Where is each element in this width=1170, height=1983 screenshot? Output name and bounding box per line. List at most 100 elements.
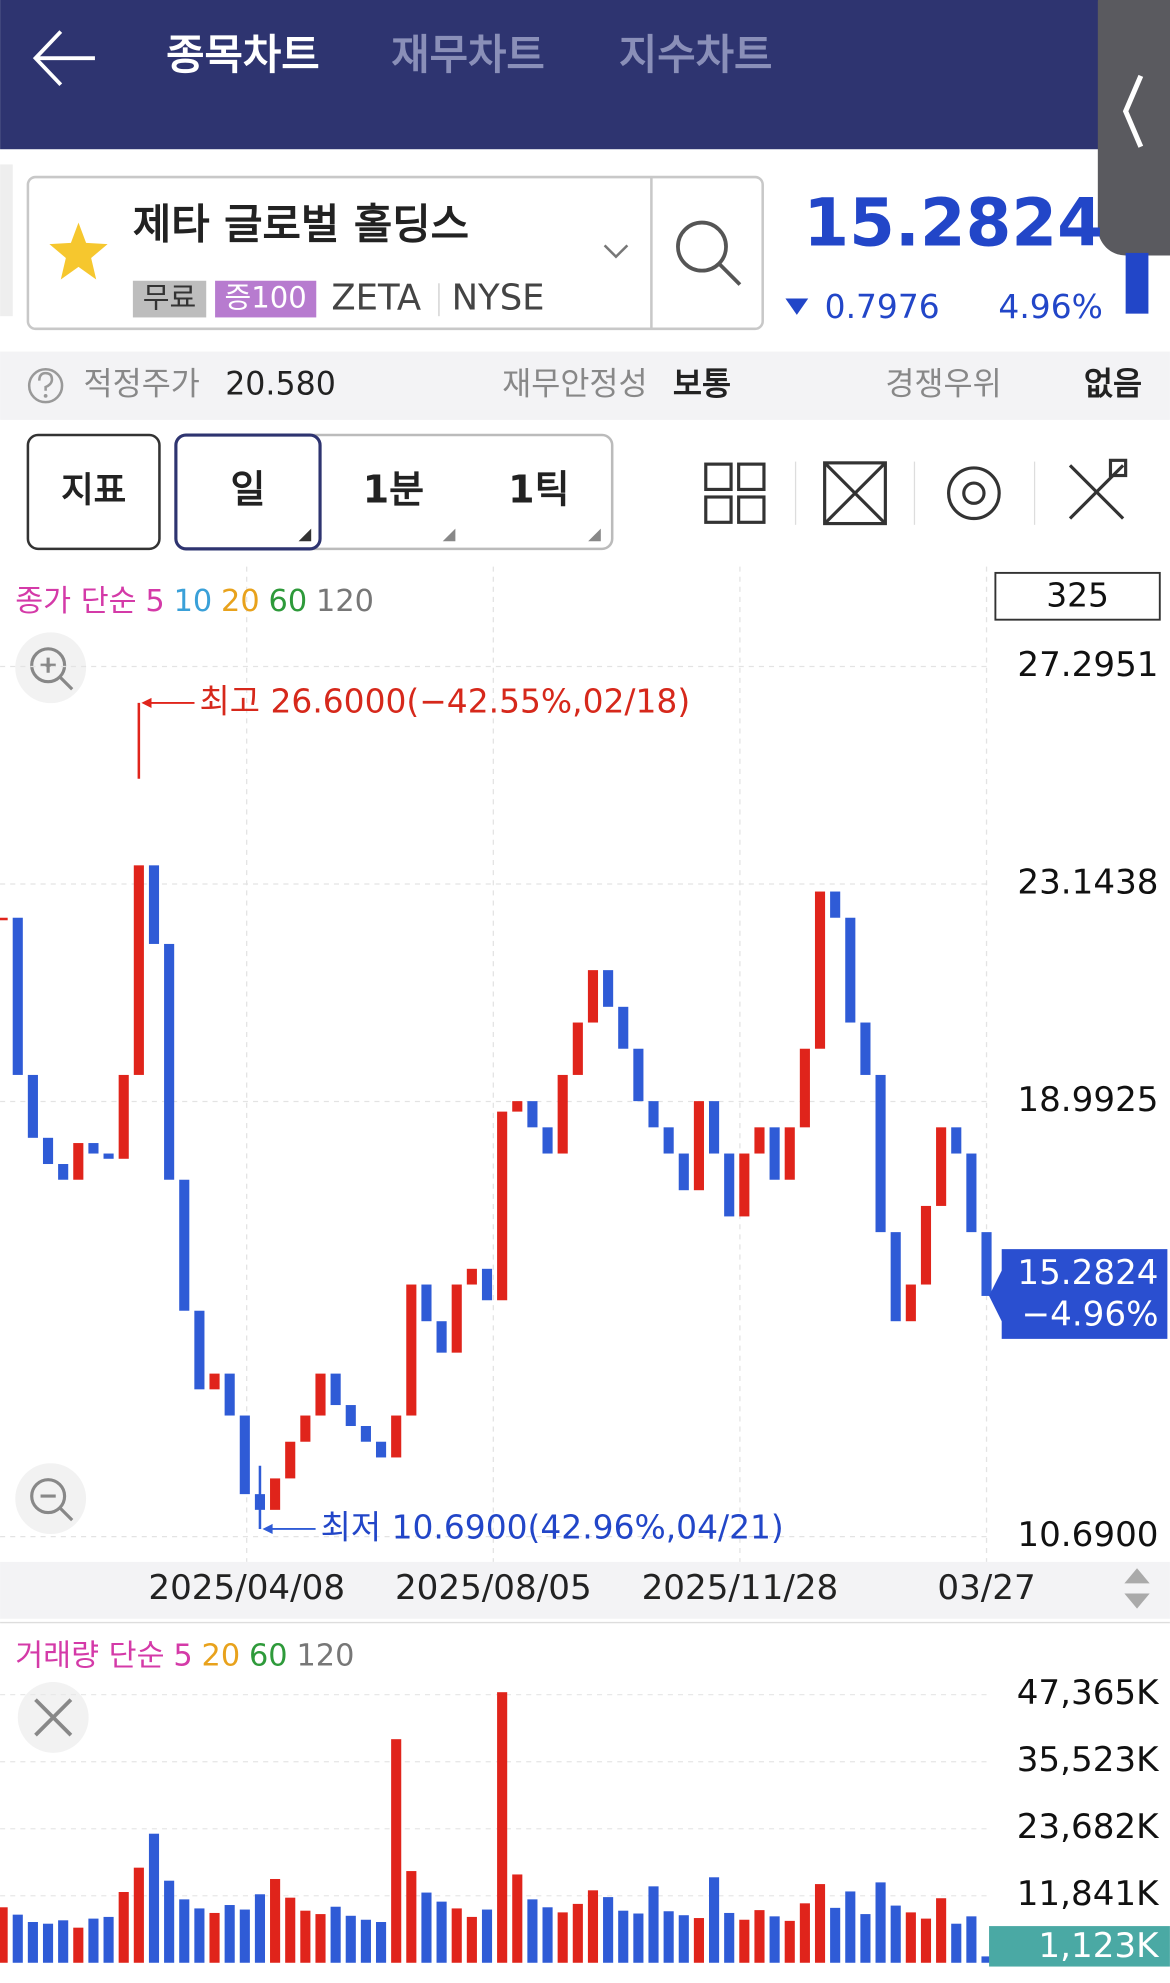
tab[interactable]: 종목차트 xyxy=(166,30,320,79)
legend-entry: 120 xyxy=(316,583,374,618)
volume-bar xyxy=(164,1880,175,1963)
info-label: 경쟁우위 xyxy=(885,367,1001,403)
stock-box[interactable] xyxy=(26,175,764,331)
volume-bar xyxy=(845,1891,856,1963)
volume-bar xyxy=(724,1912,735,1963)
side-handle-icon xyxy=(1122,74,1144,148)
low-arrow-head xyxy=(262,1523,273,1535)
tab[interactable]: 재무차트 xyxy=(391,30,545,79)
candle xyxy=(73,1143,84,1180)
volume-bar xyxy=(572,1903,583,1963)
info-value: 없음 xyxy=(1084,367,1142,403)
help-glyph xyxy=(38,371,54,391)
candle xyxy=(179,1179,190,1311)
settings-icon[interactable] xyxy=(947,466,1001,521)
favorite-star[interactable] xyxy=(49,222,108,280)
price-tag-change: −4.96% xyxy=(1022,1295,1159,1335)
candle xyxy=(603,970,614,1007)
volume-bar xyxy=(603,1897,614,1963)
candle xyxy=(678,1153,689,1191)
stock-name: 제타 글로벌 홀딩스 xyxy=(133,200,469,249)
y-tick-label: 27.2951 xyxy=(1017,645,1158,685)
fullscreen-icon[interactable] xyxy=(823,461,887,526)
volume-bar xyxy=(12,1914,23,1963)
volume-bar xyxy=(148,1833,160,1963)
help-dot xyxy=(43,393,48,398)
volume-bar xyxy=(391,1739,402,1963)
price-change: 0.7976 xyxy=(825,287,940,326)
y-tick-label: 35,523K xyxy=(1017,1740,1160,1780)
volume-bar xyxy=(360,1919,371,1963)
zoom-in-icon xyxy=(30,647,67,684)
legend-entry: 5 xyxy=(145,583,164,618)
candle xyxy=(58,1164,69,1180)
candle xyxy=(391,1415,402,1458)
tab[interactable]: 지수차트 xyxy=(619,30,773,79)
chart-layer xyxy=(0,566,992,1963)
tools-icon[interactable] xyxy=(1068,458,1128,520)
low-label: 최저 10.6900(42.96%,04/21) xyxy=(321,1507,784,1546)
volume-bar xyxy=(239,1909,250,1963)
zoom-in-bg[interactable] xyxy=(15,632,87,704)
candle xyxy=(527,1101,538,1128)
volume-bar xyxy=(421,1892,432,1963)
volume-bar xyxy=(663,1911,674,1963)
high-label: 최고 26.6000(−42.55%,02/18) xyxy=(200,681,691,720)
period-label[interactable]: 1틱 xyxy=(508,467,569,511)
legend-entry: 60 xyxy=(249,1638,288,1673)
volume-bar xyxy=(693,1918,704,1963)
scroll-down[interactable] xyxy=(1124,1593,1150,1609)
candle xyxy=(709,1101,720,1154)
volume-bar xyxy=(739,1919,750,1963)
date-bar xyxy=(0,1561,1170,1619)
candle xyxy=(860,1022,871,1075)
candle xyxy=(118,1074,129,1159)
candle xyxy=(451,1284,462,1353)
scroll-up[interactable] xyxy=(1124,1568,1150,1584)
legend-entry: 60 xyxy=(269,583,308,618)
volume-bar xyxy=(300,1910,311,1963)
volume-bar xyxy=(920,1918,932,1963)
period-button-selected[interactable] xyxy=(174,433,322,551)
layout-icon[interactable] xyxy=(704,462,766,524)
candle xyxy=(754,1127,765,1154)
volume-bar xyxy=(542,1907,553,1963)
exchange: NYSE xyxy=(452,278,545,319)
info-label: 재무안정성 xyxy=(502,367,647,403)
badge: 증100 xyxy=(225,281,307,315)
y-tick-label: 10.6900 xyxy=(1017,1515,1158,1555)
search-handle xyxy=(718,262,742,286)
period-label[interactable]: 1분 xyxy=(363,467,424,511)
info-label: 적정주가 xyxy=(84,367,200,403)
indicator-button[interactable] xyxy=(26,433,161,551)
candle xyxy=(12,917,23,1075)
period-label[interactable]: 일 xyxy=(231,467,266,511)
corner-mark xyxy=(298,528,312,542)
candle xyxy=(239,1415,250,1495)
legend-title: 종가 단순 xyxy=(15,583,136,618)
dropdown-chevron[interactable] xyxy=(603,244,629,259)
y-tick-label: 18.9925 xyxy=(1017,1080,1158,1120)
candle xyxy=(285,1441,296,1479)
volume-bar xyxy=(345,1915,356,1963)
candle xyxy=(103,1153,114,1159)
candle xyxy=(300,1415,311,1442)
y-tick-label: 23,682K xyxy=(1017,1807,1160,1847)
candle xyxy=(618,1006,629,1049)
candle xyxy=(148,865,160,944)
zoom-out-bg[interactable] xyxy=(15,1463,87,1535)
help-icon[interactable] xyxy=(27,368,64,404)
price-change-pct: 4.96% xyxy=(998,287,1102,326)
legend-entry: 120 xyxy=(296,1638,354,1673)
candle xyxy=(194,1310,205,1390)
search-button[interactable] xyxy=(676,220,728,273)
badge-bg xyxy=(215,280,317,318)
candle xyxy=(663,1127,674,1154)
candle xyxy=(769,1127,780,1180)
y-tick-label: 11,841K xyxy=(1017,1874,1160,1914)
volume-bar xyxy=(406,1871,417,1963)
volume-bar xyxy=(830,1907,841,1963)
candle xyxy=(375,1441,387,1458)
legend-entry: 10 xyxy=(174,583,213,618)
volume-bar xyxy=(769,1916,780,1963)
